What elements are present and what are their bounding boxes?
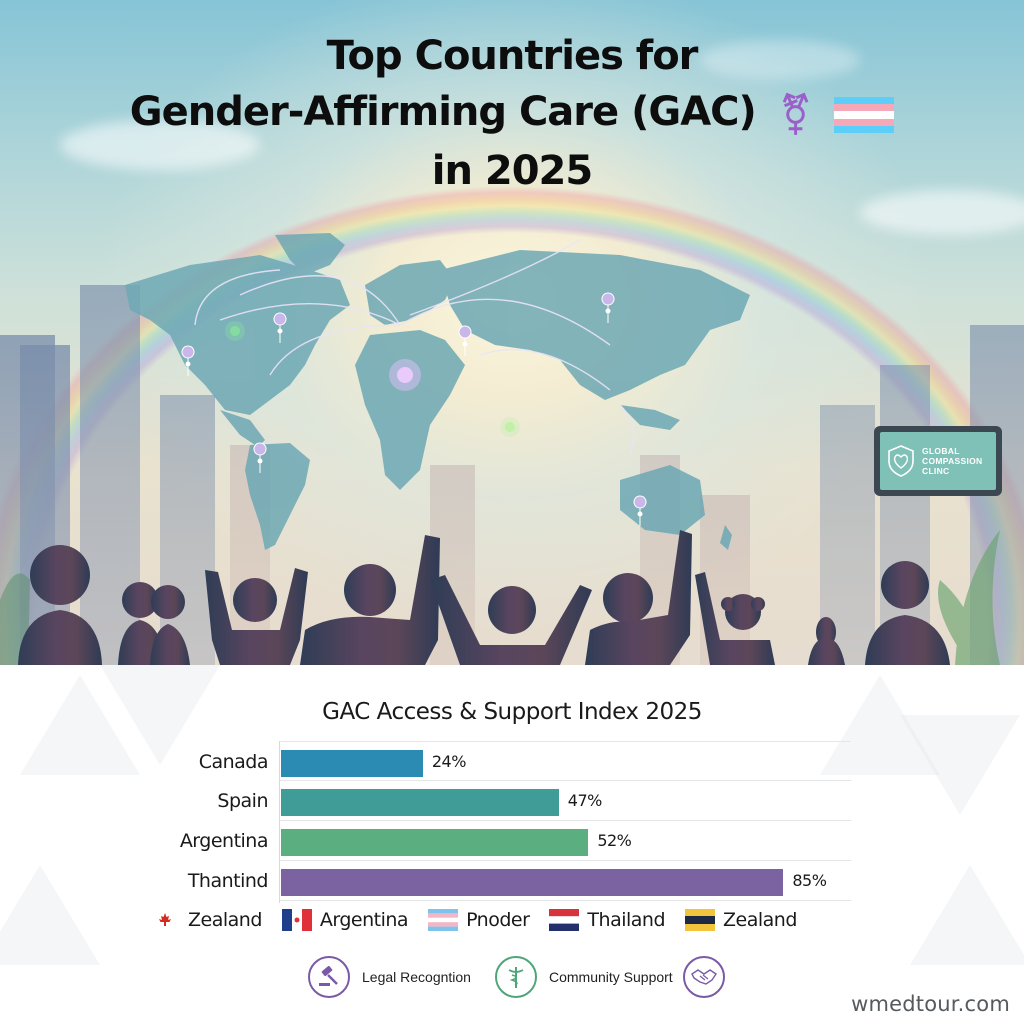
category-label: Thantind — [187, 870, 269, 892]
title-line-1: Top Countries for — [326, 33, 699, 79]
feature-label: Community Support — [548, 969, 673, 985]
transgender-symbol-icon: ⚧ — [778, 92, 813, 138]
crowd-silhouettes — [0, 530, 1000, 665]
decorative-triangle — [20, 675, 140, 775]
trans-flag-icon — [428, 909, 459, 931]
bar-value-label: 85% — [792, 871, 827, 890]
blue-red-flag-icon — [281, 909, 312, 931]
gavel-icon — [308, 956, 350, 998]
page-title: Top Countries for Gender-Affirming Care … — [0, 28, 1024, 199]
decorative-triangle — [100, 665, 220, 765]
legend-item: Argentina — [281, 909, 409, 931]
title-line-3: in 2025 — [431, 148, 593, 194]
bar-row-spain: Spain 47% — [217, 781, 851, 821]
decorative-triangle — [820, 675, 940, 775]
bar-thantind — [281, 869, 784, 896]
chart-legend: Zealand Argentina Pnoder Thailand — [150, 905, 870, 935]
caduceus-icon — [494, 956, 537, 998]
bar-canada — [281, 750, 423, 777]
clinic-sign-line-3: CLINC — [922, 466, 950, 476]
bar-chart: Canada 24% Spain 47% Argentina 52% Thant… — [180, 741, 851, 903]
feature-label: Legal Recogntion — [362, 969, 471, 985]
title-line-2: Gender-Affirming Care (GAC) — [129, 89, 757, 135]
watermark: wmedtour.com — [851, 992, 1010, 1016]
cloud — [860, 190, 1024, 235]
world-map — [125, 233, 750, 550]
cloud — [700, 40, 860, 80]
yellow-navy-flag-icon — [685, 909, 716, 931]
legend-label: Zealand — [188, 909, 262, 931]
bar-value-label: 47% — [567, 791, 603, 810]
bar-value-label: 52% — [597, 831, 632, 850]
chart-title: GAC Access & Support Index 2025 — [322, 699, 702, 725]
legend-item: Zealand — [150, 909, 262, 931]
decorative-triangle — [910, 865, 1024, 965]
canada-flag-icon — [150, 909, 180, 931]
legend-item: Zealand — [685, 909, 797, 931]
category-label: Canada — [198, 751, 269, 773]
clinic-sign-line-1: GLOBAL — [922, 446, 960, 456]
shield-heart-icon — [888, 445, 914, 477]
category-label: Argentina — [179, 830, 269, 852]
hero-illustration: Top Countries for Gender-Affirming Care … — [0, 0, 1024, 665]
category-label: Spain — [217, 790, 268, 812]
decorative-triangle — [900, 715, 1020, 815]
clinic-sign: GLOBAL COMPASSION CLINC — [874, 426, 1002, 496]
transgender-flag-icon — [834, 97, 895, 133]
bar-row-argentina: Argentina 52% — [180, 821, 851, 861]
legend-item: Thailand — [549, 909, 666, 931]
bar-argentina — [281, 829, 589, 856]
bar-row-canada: Canada 24% — [199, 741, 851, 781]
decorative-triangle — [0, 865, 100, 965]
chart-panel: GAC Access & Support Index 2025 Canada 2… — [0, 665, 1024, 1024]
legend-label: Zealand — [723, 909, 797, 931]
handshake-icon — [682, 956, 725, 998]
legend-label: Pnoder — [466, 909, 530, 931]
clinic-sign-line-2: COMPASSION — [922, 456, 983, 466]
map-pins — [181, 292, 647, 527]
legend-label: Argentina — [319, 909, 409, 931]
bar-spain — [281, 789, 559, 816]
cloud — [60, 120, 260, 170]
bar-row-thantind: Thantind 85% — [188, 861, 851, 901]
red-white-blue-flag-icon — [549, 909, 580, 931]
legend-label: Thailand — [587, 909, 666, 931]
feature-badges: Legal Recogntion Community Support — [308, 956, 725, 998]
bar-value-label: 24% — [431, 752, 467, 771]
legend-item: Pnoder — [428, 909, 530, 931]
